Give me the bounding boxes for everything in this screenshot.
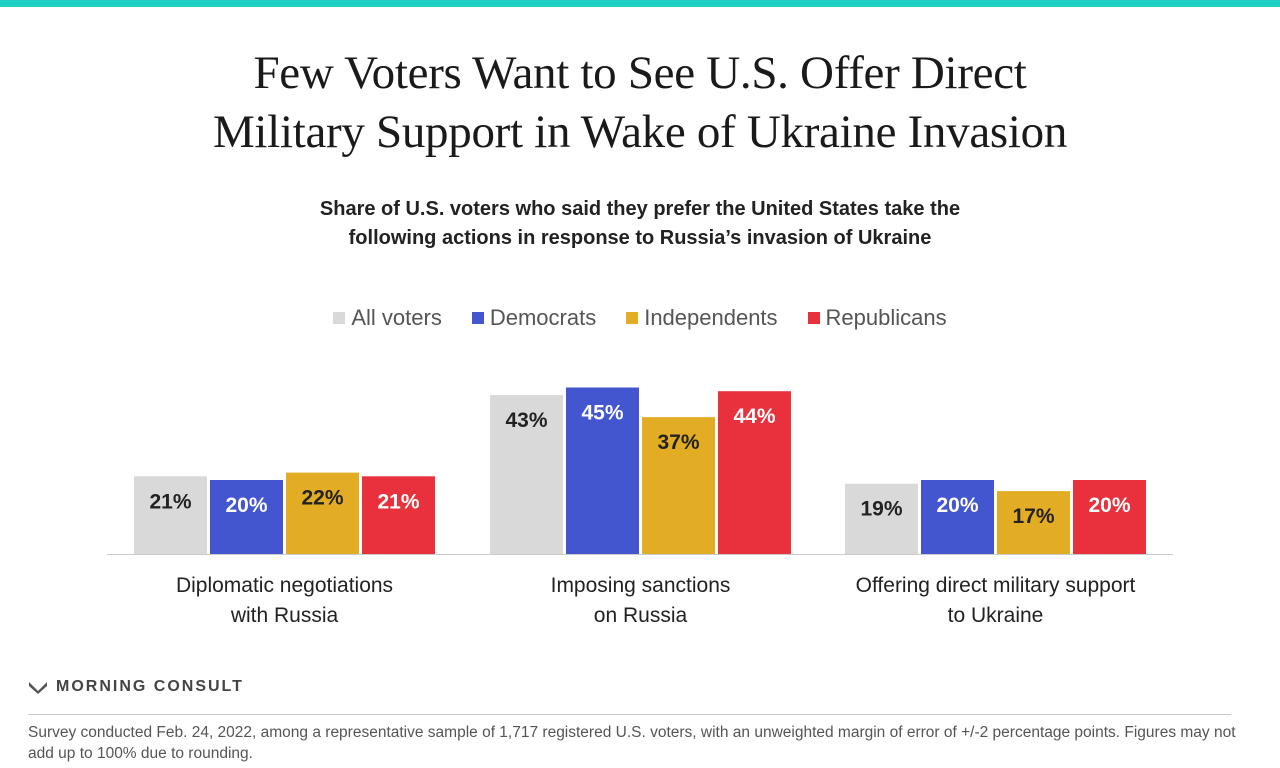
- bar-democrats-2: [566, 387, 639, 554]
- bar-independents-3: [997, 491, 1070, 554]
- chart-subtitle-line-2: following actions in response to Russia’…: [348, 227, 932, 249]
- bar-value-label: 43%: [505, 409, 547, 432]
- bar-all-voters-3: [845, 483, 918, 554]
- top-accent-stripe: [0, 0, 1280, 7]
- bar-value-label: 22%: [301, 487, 343, 510]
- bar-independents-1: [286, 472, 359, 554]
- bar-value-label: 20%: [225, 494, 267, 517]
- bar-value-label: 17%: [1012, 505, 1054, 528]
- bar-independents-2: [642, 417, 715, 554]
- chart-title: Few Voters Want to See U.S. Offer Direct…: [0, 44, 1280, 162]
- chart-title-line-2: Military Support in Wake of Ukraine Inva…: [212, 106, 1068, 158]
- legend-item-republicans: Republicans: [807, 305, 947, 331]
- bar-value-label: 37%: [657, 431, 699, 454]
- legend-swatch-all-voters: [333, 312, 346, 324]
- bar-all-voters-2: [490, 394, 563, 554]
- chart-subtitle-line-1: Share of U.S. voters who said they prefe…: [319, 198, 961, 220]
- bar-value-label: 19%: [860, 498, 902, 521]
- brand-logo: MORNING CONSULT: [28, 678, 244, 696]
- bar-chart: 21% 20% 22% 21% Diplomatic negotiations with …: [107, 387, 1173, 627]
- bar-value-label: 21%: [377, 490, 419, 513]
- chart-subtitle: Share of U.S. voters who said they prefe…: [0, 195, 1280, 253]
- bar-value-label: 20%: [936, 494, 978, 517]
- brand-name: MORNING CONSULT: [56, 678, 244, 695]
- category-label: Offering direct military support: [856, 574, 1136, 597]
- legend-swatch-democrats: [471, 312, 484, 324]
- bar-democrats-3: [921, 480, 994, 554]
- chart-title-line-1: Few Voters Want to See U.S. Offer Direct: [253, 47, 1027, 99]
- category-label: Diplomatic negotiations: [176, 574, 393, 597]
- bar-all-voters-1: [134, 476, 207, 554]
- bar-republicans-2: [718, 391, 791, 554]
- legend-swatch-republicans: [807, 312, 820, 324]
- legend-label-republicans: Republicans: [825, 305, 947, 330]
- bar-democrats-1: [210, 480, 283, 554]
- footer-divider: [28, 714, 1231, 715]
- chart-legend: All voters Democrats Independents Republ…: [0, 305, 1280, 331]
- legend-item-all-voters: All voters: [333, 305, 442, 331]
- bar-value-label: 45%: [581, 402, 623, 425]
- legend-item-democrats: Democrats: [471, 305, 597, 331]
- category-label: on Russia: [594, 604, 688, 627]
- bar-republicans-1: [362, 476, 435, 554]
- legend-label-all-voters: All voters: [351, 305, 442, 330]
- legend-swatch-independents: [626, 312, 639, 324]
- bar-value-label: 21%: [149, 490, 191, 513]
- legend-label-independents: Independents: [644, 305, 778, 330]
- bar-value-label: 20%: [1088, 494, 1130, 517]
- category-label: with Russia: [230, 604, 339, 627]
- category-label: to Ukraine: [948, 604, 1044, 627]
- footnote: Survey conducted Feb. 24, 2022, among a …: [28, 724, 1236, 762]
- legend-label-democrats: Democrats: [489, 305, 597, 330]
- category-label: Imposing sanctions: [551, 574, 731, 597]
- bar-value-label: 44%: [733, 405, 775, 428]
- bar-republicans-3: [1073, 480, 1146, 554]
- legend-item-independents: Independents: [626, 305, 778, 331]
- morning-consult-logo-icon: [29, 682, 47, 694]
